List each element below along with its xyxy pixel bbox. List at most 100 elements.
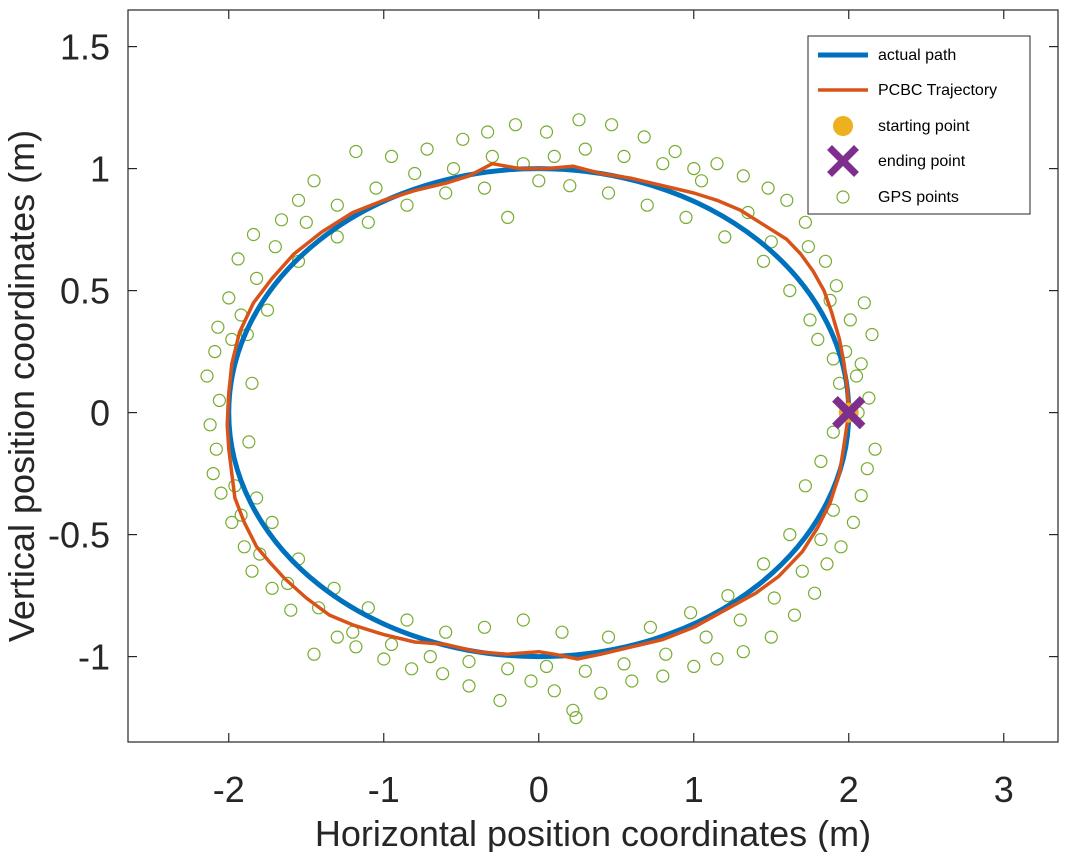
- gps-point: [547, 684, 561, 698]
- gps-point: [281, 576, 295, 591]
- gps-point: [349, 144, 363, 159]
- gps-point: [312, 601, 326, 615]
- y-axis-title: Vertical position coordinates (m): [1, 130, 42, 642]
- gps-point: [481, 125, 495, 139]
- gps-point: [299, 215, 313, 229]
- gps-point: [456, 132, 470, 146]
- gps-point: [369, 181, 383, 195]
- gps-point: [756, 254, 771, 268]
- ticks: -2 -1 0 1 2 3 -1 -0.5 0 0.5 1 1.5: [48, 10, 1058, 810]
- gps-point: [250, 271, 264, 285]
- gps-point: [477, 181, 492, 195]
- gps-point: [200, 369, 214, 383]
- gps-point: [539, 659, 554, 674]
- gps-point: [408, 166, 422, 181]
- y-tick-label: 1.5: [60, 27, 110, 68]
- gps-point: [601, 186, 616, 200]
- gps-point: [843, 313, 857, 327]
- axes: [127, 9, 1059, 743]
- gps-point: [405, 662, 419, 676]
- gps-point: [563, 179, 577, 193]
- gps-point: [209, 442, 223, 456]
- gps-point: [756, 557, 771, 571]
- gps-point: [274, 213, 289, 227]
- gps-point: [818, 254, 833, 268]
- y-tick-label: 0.5: [60, 271, 110, 312]
- gps-point: [829, 279, 844, 293]
- gps-point: [330, 630, 344, 644]
- legend-label-starting-point: starting point: [878, 118, 970, 135]
- gps-point: [780, 193, 794, 207]
- gps-point: [846, 515, 861, 530]
- gps-point: [637, 130, 651, 144]
- gps-point: [787, 608, 802, 622]
- gps-point: [834, 540, 848, 554]
- gps-point: [349, 640, 363, 654]
- gps-point: [539, 125, 554, 139]
- gps-point: [246, 227, 261, 242]
- x-tick-label: -1: [368, 769, 400, 810]
- gps-point: [493, 693, 507, 708]
- gps-point: [736, 645, 750, 659]
- x-tick-label: 0: [529, 769, 549, 810]
- gps-point: [795, 564, 809, 578]
- gps-point: [245, 376, 259, 390]
- gps-point: [854, 489, 868, 503]
- gps-point: [436, 667, 450, 681]
- gps-point: [820, 557, 834, 571]
- ending-point-marker: [832, 395, 866, 430]
- x-tick-label: 3: [994, 769, 1014, 810]
- gps-point: [803, 313, 817, 327]
- y-tick-label: 1: [90, 149, 110, 190]
- gps-point: [687, 659, 701, 674]
- gps-point: [569, 710, 583, 725]
- gps-point: [761, 181, 775, 195]
- gps-point: [814, 454, 828, 468]
- gps-point: [400, 198, 414, 212]
- gps-point: [625, 674, 639, 688]
- gps-point: [860, 462, 874, 476]
- gps-point: [214, 486, 228, 500]
- gps-point: [659, 647, 673, 661]
- gps-point: [211, 320, 225, 334]
- gps-point: [423, 649, 437, 664]
- y-tick-label: -1: [78, 637, 110, 678]
- gps-point: [439, 625, 453, 639]
- gps-point: [687, 162, 701, 176]
- gps-point: [572, 113, 586, 127]
- gps-point: [857, 296, 871, 310]
- legend-label-pcbc: PCBC Trajectory: [878, 82, 997, 99]
- pcbc-trajectory-line: [225, 161, 851, 661]
- gps-point: [807, 586, 822, 600]
- gps-point: [532, 174, 546, 188]
- gps-point: [291, 193, 306, 207]
- gps-point: [811, 332, 825, 346]
- gps-point: [578, 142, 592, 156]
- gps-point: [307, 174, 321, 188]
- gps-point: [439, 186, 453, 200]
- legend-swatch-gps-points: [836, 190, 850, 204]
- plot-area-box: [127, 9, 1059, 743]
- gps-point: [501, 662, 515, 676]
- gps-point: [767, 591, 781, 605]
- gps-point: [679, 210, 693, 224]
- gps-point: [783, 527, 797, 542]
- gps-point: [268, 240, 282, 254]
- gps-point: [656, 157, 670, 171]
- gps-point: [462, 654, 476, 669]
- gps-point: [555, 625, 569, 639]
- gps-point: [594, 686, 608, 700]
- gps-point: [640, 198, 654, 212]
- legend-label-actual-path: actual path: [878, 47, 956, 64]
- gps-point: [736, 169, 750, 183]
- x-tick-label: -2: [213, 769, 245, 810]
- gps-point: [361, 215, 375, 229]
- gps-point: [683, 606, 698, 620]
- gps-point: [242, 435, 256, 449]
- legend-label-ending-point: ending point: [878, 153, 966, 170]
- gps-point: [604, 118, 619, 132]
- gps-point: [420, 142, 434, 156]
- gps-point: [617, 657, 631, 671]
- gps-point: [865, 327, 879, 342]
- x-tick-label: 1: [684, 769, 704, 810]
